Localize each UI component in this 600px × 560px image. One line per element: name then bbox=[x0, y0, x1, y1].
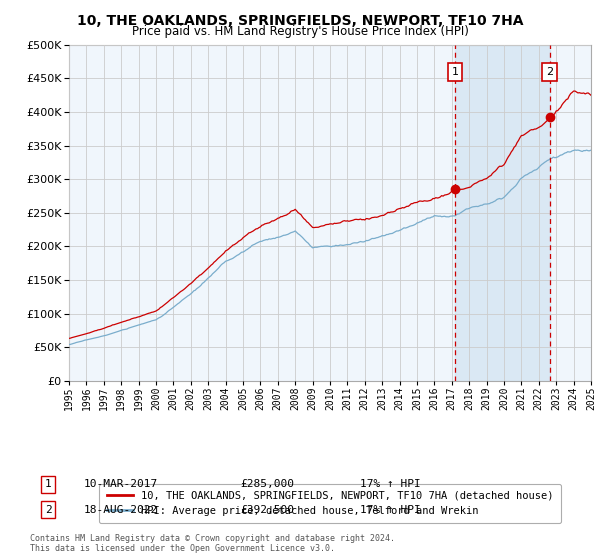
Text: £285,000: £285,000 bbox=[240, 479, 294, 489]
Text: 2: 2 bbox=[546, 67, 553, 77]
Text: 1: 1 bbox=[452, 67, 458, 77]
Text: 17% ↑ HPI: 17% ↑ HPI bbox=[360, 479, 421, 489]
Text: 1: 1 bbox=[44, 479, 52, 489]
Bar bbox=[455, 45, 550, 381]
Text: 17% ↑ HPI: 17% ↑ HPI bbox=[360, 505, 421, 515]
Text: Contains HM Land Registry data © Crown copyright and database right 2024.
This d: Contains HM Land Registry data © Crown c… bbox=[30, 534, 395, 553]
Legend: 10, THE OAKLANDS, SPRINGFIELDS, NEWPORT, TF10 7HA (detached house), HPI: Average: 10, THE OAKLANDS, SPRINGFIELDS, NEWPORT,… bbox=[99, 484, 561, 524]
Text: 10, THE OAKLANDS, SPRINGFIELDS, NEWPORT, TF10 7HA: 10, THE OAKLANDS, SPRINGFIELDS, NEWPORT,… bbox=[77, 14, 523, 28]
Text: 10-MAR-2017: 10-MAR-2017 bbox=[84, 479, 158, 489]
Text: £392,500: £392,500 bbox=[240, 505, 294, 515]
Text: 2: 2 bbox=[44, 505, 52, 515]
Text: Price paid vs. HM Land Registry's House Price Index (HPI): Price paid vs. HM Land Registry's House … bbox=[131, 25, 469, 38]
Text: 18-AUG-2022: 18-AUG-2022 bbox=[84, 505, 158, 515]
